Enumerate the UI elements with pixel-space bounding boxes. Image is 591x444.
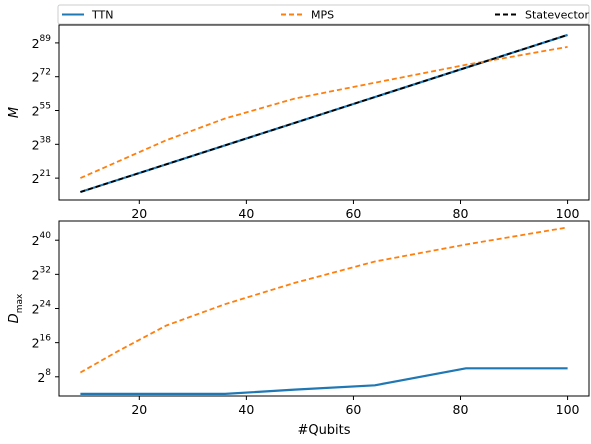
- bottom-y-ticks: 28 216 224 232 240: [32, 231, 59, 385]
- bottom-y-tick-label: 216: [32, 334, 52, 351]
- top-panel: 20 40 60 80 100 221 238 255 272 289 M: [7, 24, 590, 221]
- top-plot-lines: [80, 33, 568, 194]
- top-y-tick-label: 221: [32, 169, 51, 186]
- bottom-panel: 20 40 60 80 100 28 216 224 232 240 Dmax #Qubits: [7, 220, 590, 438]
- bottom-x-tick-label: 80: [453, 402, 469, 417]
- top-x-tick-label: 80: [453, 206, 469, 221]
- bottom-x-ticks: 20 40 60 80 100: [131, 396, 580, 417]
- bottom-plot-lines: [79, 226, 568, 395]
- bottom-x-tick-label: 100: [556, 402, 580, 417]
- bottom-y-tick-label: 232: [32, 265, 51, 282]
- bottom-y-tick-label: 28: [37, 368, 51, 385]
- top-x-tick-label: 40: [238, 206, 254, 221]
- legend-label-mps: MPS: [311, 9, 334, 22]
- top-x-tick-label: 60: [345, 206, 361, 221]
- legend-label-ttn: TTN: [91, 9, 113, 22]
- bottom-y-tick-label: 224: [32, 300, 52, 317]
- bottom-series-ttn: [80, 367, 568, 395]
- top-y-tick-label: 272: [32, 68, 51, 85]
- bottom-x-tick-label: 40: [238, 402, 254, 417]
- top-y-tick-label: 255: [32, 102, 51, 119]
- legend-label-statevector: Statevector: [525, 9, 589, 22]
- bottom-x-tick-label: 20: [131, 402, 147, 417]
- bottom-y-axis-label: Dmax: [7, 293, 25, 323]
- legend: TTN MPS Statevector: [57, 4, 590, 25]
- top-y-ticks: 221 238 255 272 289: [32, 34, 59, 186]
- top-x-ticks: 20 40 60 80 100: [131, 200, 580, 221]
- top-axes-frame: [58, 24, 590, 201]
- top-y-tick-label: 238: [32, 135, 52, 152]
- legend-frame: [57, 4, 590, 25]
- top-y-tick-label: 289: [32, 34, 52, 51]
- bottom-axes-frame: [58, 220, 590, 397]
- bottom-y-tick-label: 240: [32, 231, 52, 248]
- bottom-x-axis-label: #Qubits: [297, 423, 350, 438]
- bottom-x-tick-label: 60: [345, 402, 361, 417]
- top-series-mps: [80, 46, 568, 179]
- top-y-axis-label: M: [7, 107, 22, 118]
- top-x-tick-label: 20: [131, 206, 147, 221]
- bottom-series-mps: [79, 226, 568, 374]
- top-series-statevector: [80, 34, 568, 193]
- top-x-tick-label: 100: [556, 206, 580, 221]
